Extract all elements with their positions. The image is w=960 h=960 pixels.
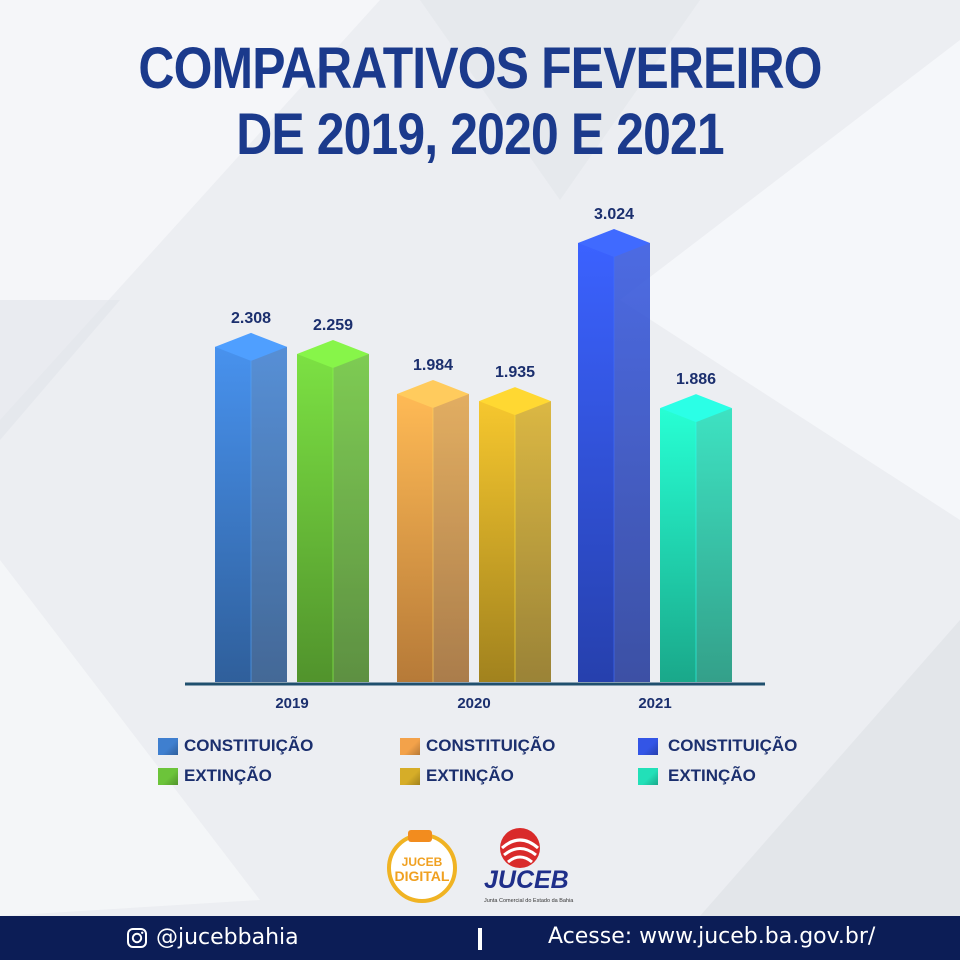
bar-face [297, 354, 333, 682]
bar-side [433, 393, 469, 682]
bar-top [397, 379, 469, 408]
instagram-label: @jucebbahia [156, 925, 299, 950]
bar-side-shade [614, 242, 650, 682]
bar-side-shade [251, 346, 287, 682]
legend-item: EXTINÇÃO [158, 766, 272, 786]
legend-swatch [158, 767, 178, 785]
bar-side [515, 401, 551, 682]
legend-label: CONSTITUIÇÃO [426, 736, 556, 755]
footer-divider [478, 928, 482, 950]
bar-side-shade [696, 408, 732, 682]
bar-value-label: 1.886 [676, 371, 716, 388]
legend-item: EXTINÇÃO [638, 766, 756, 786]
digital-logo-line1: JUCEB [402, 855, 443, 869]
instagram-handle[interactable]: @jucebbahia [126, 925, 299, 950]
digital-logo-line2: DIGITAL [395, 868, 450, 884]
bar-2019-constituicao [215, 332, 287, 682]
bar-top [578, 228, 650, 257]
instagram-icon [127, 927, 147, 948]
legend-swatch [400, 767, 420, 785]
legend-swatch [638, 737, 658, 755]
logos: JUCEB DIGITAL JUCEB Junta Comercial do E… [0, 822, 960, 912]
juceb-logo: JUCEB Junta Comercial do Estado da Bahia [484, 828, 574, 904]
bar-face [215, 346, 251, 682]
bar-chart: 2.308 2.259 1.984 1.935 3.024 1.886 2019 2020 20… [185, 206, 765, 712]
bar-face [578, 242, 614, 682]
bar-top [215, 332, 287, 361]
website-link[interactable]: Acesse: www.juceb.ba.gov.br/ [548, 924, 876, 949]
bar-face [660, 408, 696, 682]
bar-side [333, 354, 369, 682]
bar-2020-extincao [479, 387, 551, 682]
juceb-digital-logo: JUCEB DIGITAL [387, 830, 457, 903]
bar-2021-constituicao [578, 228, 650, 682]
bar-top [297, 340, 369, 369]
bar-value-label: 1.935 [495, 364, 535, 381]
title-line-1: COMPARATIVOS FEVEREIRO [138, 36, 822, 101]
bar-side [696, 408, 732, 682]
juceb-logo-text: JUCEB [484, 866, 569, 894]
legend: CONSTITUIÇÃO EXTINÇÃO CONSTITUIÇÃO EXTIN… [0, 736, 960, 796]
x-tick-label: 2021 [638, 695, 671, 712]
bar-2019-extincao [297, 340, 369, 682]
bar-top [660, 394, 732, 423]
legend-label: CONSTITUIÇÃO [184, 736, 314, 755]
bar-value-label: 1.984 [413, 357, 453, 374]
legend-item: CONSTITUIÇÃO [638, 736, 797, 756]
x-tick-label: 2019 [275, 695, 308, 712]
bar-top [479, 387, 551, 416]
bar-face [397, 393, 433, 682]
legend-label: EXTINÇÃO [668, 766, 756, 785]
legend-item: EXTINÇÃO [400, 766, 514, 786]
legend-label: EXTINÇÃO [184, 766, 272, 785]
bar-side-shade [333, 354, 369, 682]
legend-item: CONSTITUIÇÃO [158, 736, 313, 756]
bar-value-label: 3.024 [594, 206, 634, 223]
legend-label: CONSTITUIÇÃO [668, 736, 798, 755]
legend-swatch [158, 737, 178, 755]
legend-swatch [400, 737, 420, 755]
x-tick-label: 2020 [457, 695, 490, 712]
legend-swatch [638, 767, 658, 785]
juceb-logo-subtitle: Junta Comercial do Estado da Bahia [484, 898, 574, 904]
chart-title: COMPARATIVOS FEVEREIRO DE 2019, 2020 E 2… [67, 36, 893, 168]
bar-face [479, 401, 515, 682]
bar-value-label: 2.308 [231, 310, 271, 327]
bar-2020-constituicao [397, 379, 469, 682]
bar-side-shade [515, 401, 551, 682]
bar-side [251, 346, 287, 682]
title-line-2: DE 2019, 2020 E 2021 [236, 102, 724, 167]
bar-side [614, 242, 650, 682]
bar-2021-extincao [660, 394, 732, 682]
legend-item: CONSTITUIÇÃO [400, 736, 555, 756]
bar-value-label: 2.259 [313, 317, 353, 334]
bar-side-shade [433, 393, 469, 682]
legend-label: EXTINÇÃO [426, 766, 514, 785]
footer: @jucebbahia Acesse: www.juceb.ba.gov.br/ [0, 916, 960, 960]
